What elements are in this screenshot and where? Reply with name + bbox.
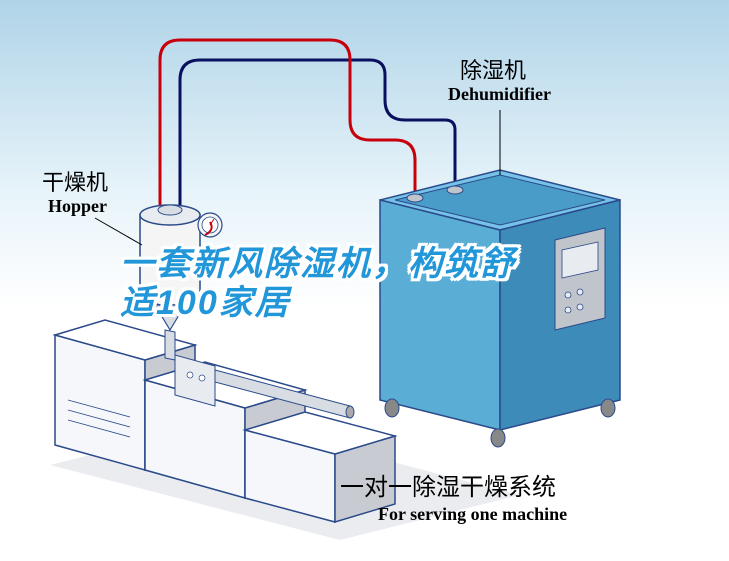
tubes-group <box>160 40 455 215</box>
dryer-label-en: Hopper <box>48 196 107 216</box>
label-dehumidifier: 除湿机 Dehumidifier <box>448 58 551 104</box>
system-label-cn: 一对一除湿干燥系统 <box>340 474 556 501</box>
red-tube <box>160 40 415 210</box>
caster <box>385 399 399 417</box>
dryer-pointer <box>95 218 142 245</box>
dryer-label-cn: 干燥机 <box>42 170 108 195</box>
system-label-en: For serving one machine <box>378 504 567 524</box>
dehum-label-en: Dehumidifier <box>448 84 551 104</box>
banner-fill: 一套新风除湿机，构筑舒 适100家居 <box>120 245 516 323</box>
label-dryer: 干燥机 Hopper <box>42 170 108 216</box>
dehum-label-cn: 除湿机 <box>460 58 526 83</box>
caster <box>601 399 615 417</box>
tube-port-1 <box>407 194 423 202</box>
tube-port-2 <box>447 186 463 194</box>
caster <box>491 429 505 447</box>
